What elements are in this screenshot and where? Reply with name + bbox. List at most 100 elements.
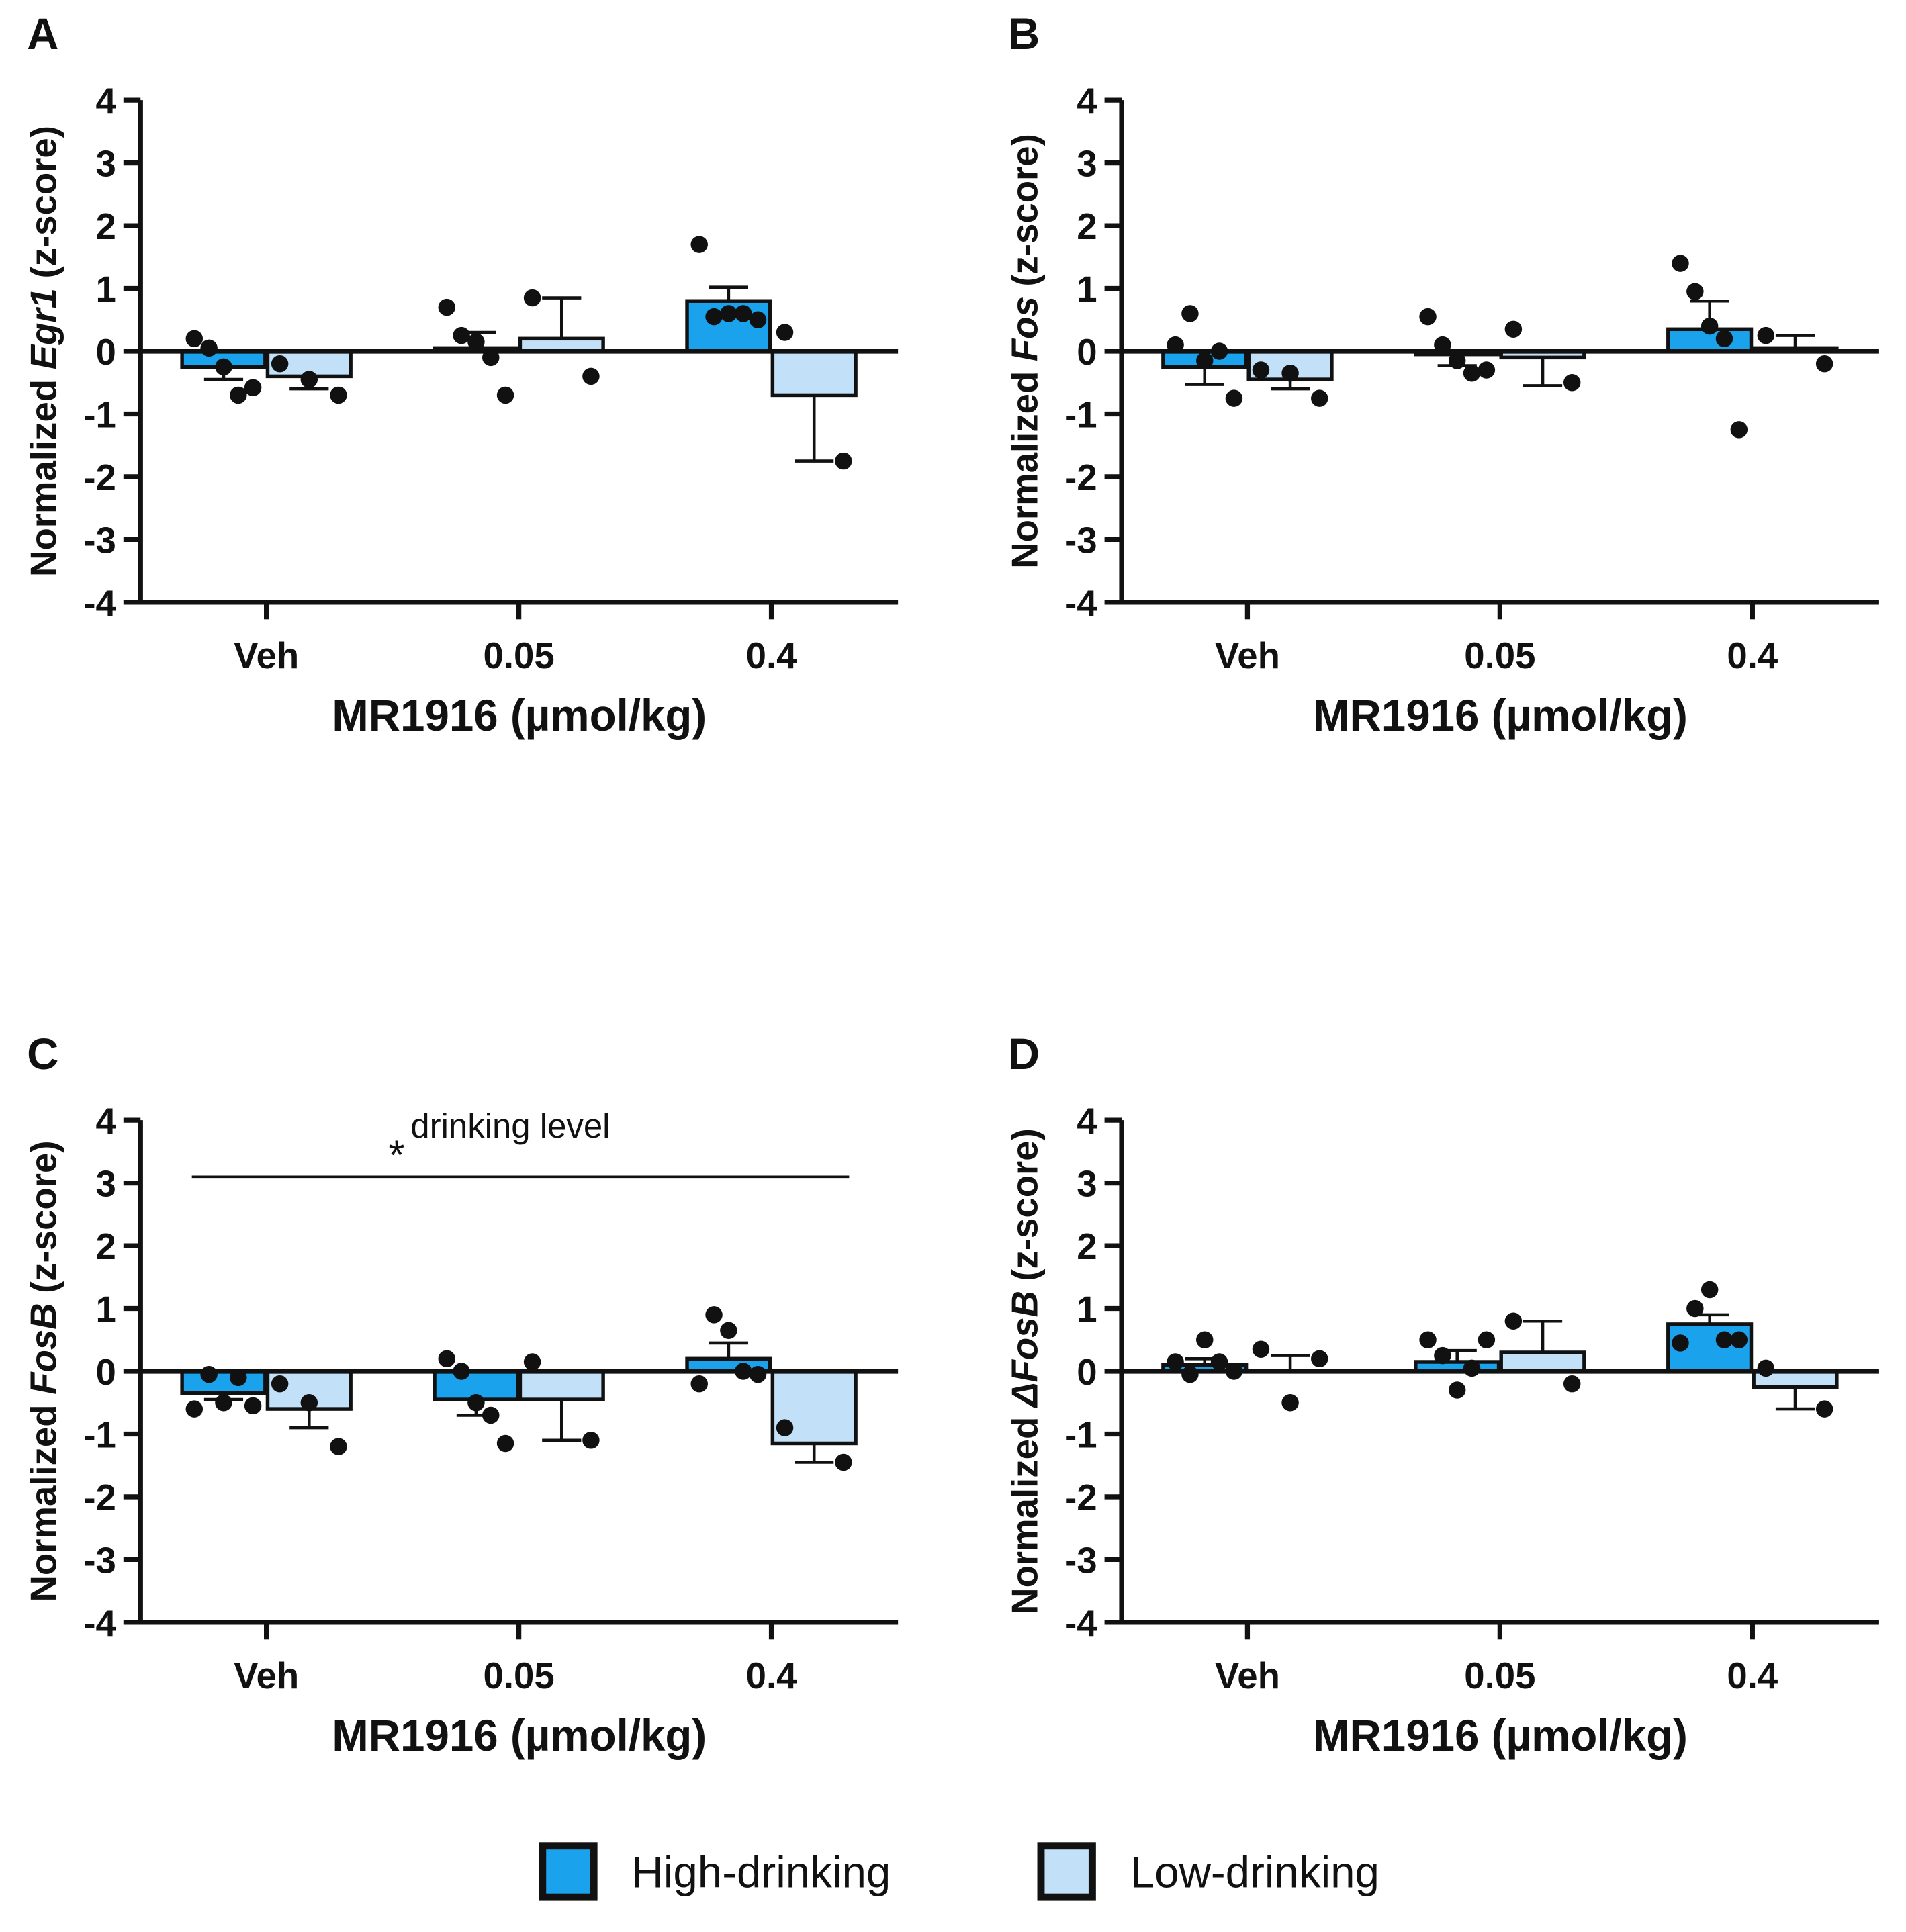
data-point — [1686, 283, 1704, 300]
error-bar — [709, 285, 748, 302]
x-tick-label: 0.05 — [1464, 1655, 1535, 1696]
y-tick-label: -4 — [83, 583, 116, 624]
panel: D Normalized ΔFosB (z-score) -4 -3 -2 -1 0 1 2 3 4 Ve… — [1005, 1029, 1879, 1760]
x-tick-label: 0.4 — [1727, 1655, 1778, 1696]
panel: C Normalized FosB (z-score) -4 -3 -2 -1 0 1 2 3 4 Veh… — [24, 1029, 899, 1760]
data-point — [1311, 389, 1328, 407]
y-axis-label-part: (z-score) — [24, 1140, 64, 1293]
data-point — [1311, 1350, 1328, 1368]
y-axis-label: Normalized Fos (z-score) — [1005, 134, 1046, 569]
y-tick-label: 2 — [96, 206, 116, 247]
y-axis-label-part: ΔFosB — [1005, 1291, 1046, 1408]
data-point — [200, 1365, 218, 1383]
data-point — [330, 386, 347, 404]
x-axis-label: MR1916 (µmol/kg) — [332, 1711, 707, 1760]
data-point — [1757, 1359, 1775, 1377]
y-tick-label: 3 — [1077, 1164, 1097, 1205]
bar — [770, 349, 858, 398]
data-point — [330, 1438, 347, 1455]
panel: B Normalized Fos (z-score) -4 -3 -2 -1 0 1 2 3 4 Veh 0… — [1005, 9, 1879, 740]
data-point — [705, 308, 723, 326]
x-tick-label: 0.4 — [1727, 635, 1778, 676]
data-point — [215, 1394, 232, 1412]
data-point — [705, 1306, 723, 1324]
data-point — [467, 333, 485, 351]
error-bar — [795, 1443, 834, 1464]
data-point — [185, 1400, 203, 1418]
y-axis-label-part: FosB — [24, 1303, 64, 1394]
data-point — [1757, 326, 1775, 344]
y-tick-label: 3 — [96, 144, 116, 185]
y-axis-label-part: (z-score) — [1005, 1128, 1046, 1281]
data-point — [720, 305, 737, 322]
legend-label: Low-drinking — [1130, 1848, 1379, 1897]
y-tick-label: 1 — [1077, 1289, 1097, 1330]
data-point — [734, 305, 752, 322]
y-axis-label-part: Normalized — [1005, 1417, 1046, 1614]
data-point — [1686, 1299, 1704, 1318]
data-point — [1504, 320, 1523, 338]
data-point — [1478, 1331, 1496, 1349]
data-point — [1715, 1331, 1733, 1349]
y-tick-label: -2 — [1064, 457, 1097, 498]
y-tick-label: 2 — [1077, 206, 1097, 247]
y-tick-label: -3 — [83, 520, 116, 561]
panel: A Normalized Egr1 (z-score) -4 -3 -2 -1 0 1 2 3 4 Veh… — [24, 9, 899, 740]
y-tick-label: 4 — [1077, 81, 1097, 122]
panel-letter: C — [27, 1029, 58, 1078]
data-point — [1563, 374, 1581, 392]
data-point — [1434, 1346, 1451, 1365]
y-tick-label: 0 — [96, 332, 116, 373]
data-point — [1700, 317, 1719, 335]
data-point — [1730, 421, 1748, 439]
data-point — [1672, 255, 1689, 272]
data-point — [1196, 352, 1214, 369]
x-tick-label: Veh — [1215, 635, 1280, 676]
data-point — [720, 1322, 737, 1339]
y-tick-label: 0 — [1077, 1352, 1097, 1393]
data-point — [300, 1394, 318, 1412]
data-point — [185, 330, 203, 348]
y-axis-label-part: (z-score) — [1005, 134, 1046, 286]
error-bar — [795, 395, 834, 463]
data-point — [1504, 1312, 1523, 1330]
data-point — [496, 1434, 514, 1453]
x-tick-label: 0.05 — [483, 635, 554, 676]
data-point — [1181, 305, 1199, 322]
y-tick-label: 1 — [96, 1289, 116, 1330]
data-point — [496, 386, 514, 404]
y-tick-label: -3 — [1064, 520, 1097, 561]
y-axis-label: Normalized FosB (z-score) — [24, 1140, 64, 1602]
bar — [180, 1369, 267, 1395]
data-point — [271, 1375, 289, 1393]
error-bar — [289, 1409, 329, 1430]
y-tick-label: 3 — [1077, 144, 1097, 185]
data-point — [690, 236, 708, 253]
data-point — [1419, 1331, 1437, 1349]
data-point — [215, 358, 232, 376]
data-point — [1700, 1281, 1719, 1299]
y-axis-label-part: (z-score) — [24, 126, 64, 278]
x-tick-label: Veh — [234, 1655, 299, 1696]
data-point — [1181, 1365, 1199, 1383]
data-point — [1419, 308, 1437, 326]
legend-swatch — [1037, 1842, 1096, 1901]
data-point — [1672, 1334, 1689, 1352]
y-axis-label: Normalized ΔFosB (z-score) — [1005, 1128, 1046, 1614]
error-bar — [542, 296, 582, 339]
data-point — [1815, 1400, 1833, 1418]
data-point — [1730, 1331, 1748, 1349]
data-point — [1563, 1375, 1581, 1393]
y-tick-label: -1 — [1064, 394, 1097, 435]
data-point — [582, 367, 600, 385]
data-point — [835, 1453, 852, 1471]
x-tick-label: 0.4 — [746, 1655, 798, 1696]
x-axis-label: MR1916 (µmol/kg) — [332, 691, 707, 740]
y-tick-label: 2 — [1077, 1226, 1097, 1267]
data-point — [1815, 355, 1833, 373]
data-point — [200, 339, 218, 357]
data-point — [271, 355, 289, 373]
error-bar — [1775, 334, 1815, 349]
data-point — [835, 452, 852, 470]
